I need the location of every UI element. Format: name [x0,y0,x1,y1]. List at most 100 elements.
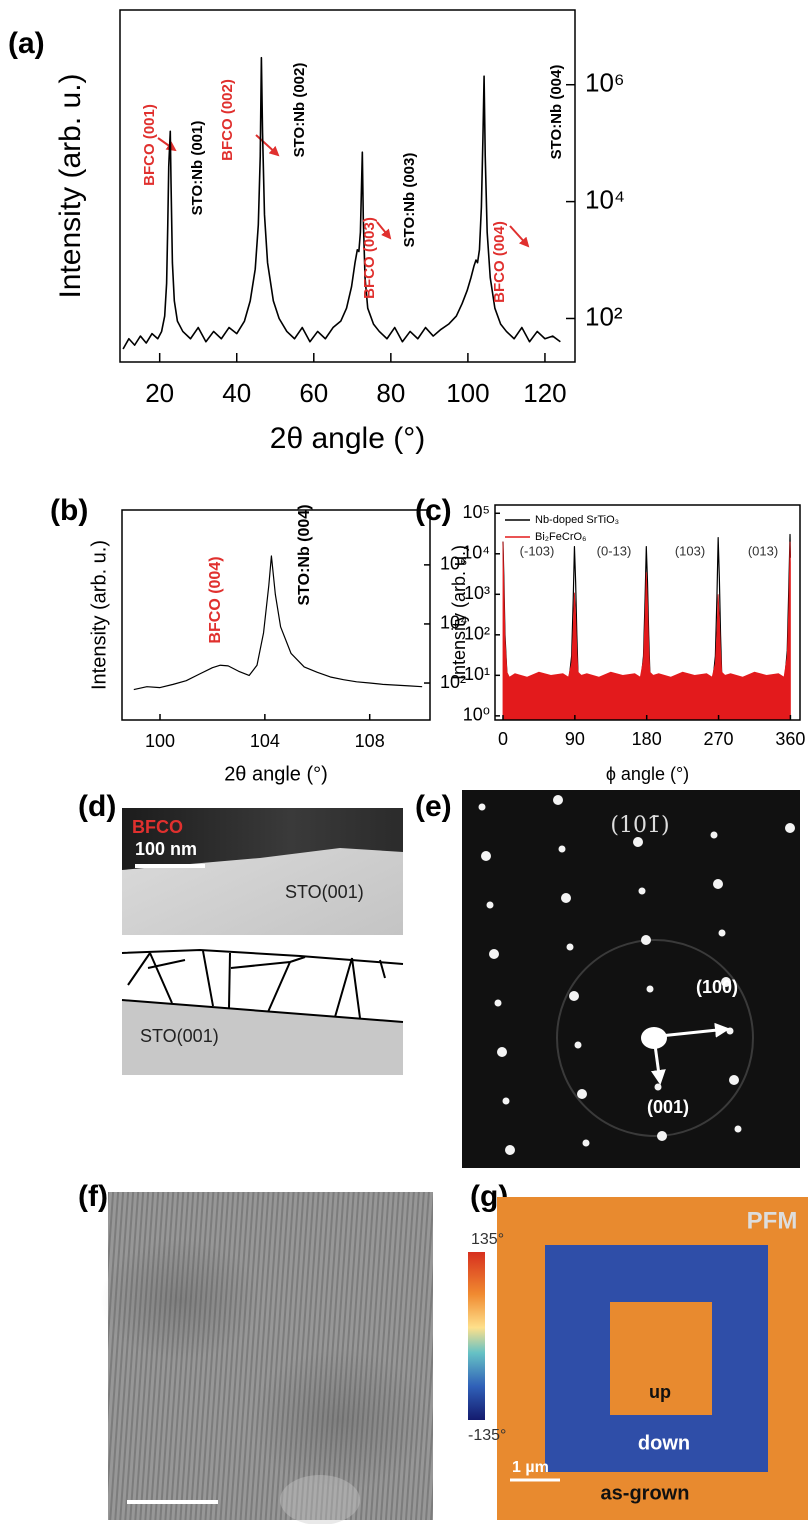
spot-label: (100) [696,977,738,997]
scale-label: 1 µm [512,1459,549,1476]
substrate-label: STO(001) [285,882,364,902]
y-tick-label: 10⁵ [463,502,490,522]
x-tick-label: 20 [145,378,174,408]
peak-label: BFCO (004) [207,556,224,643]
legend-label: Bi₂FeCrO₆ [535,531,587,543]
x-axis-label: 2θ angle (°) [224,763,328,785]
y-axis-label: Intensity (arb. u.) [88,540,110,690]
arrow [255,134,280,157]
spot [657,1131,667,1141]
plot-frame [121,509,431,721]
spot [582,1139,590,1147]
x-axis-label: 2θ angle (°) [270,422,425,455]
plot-frame [119,9,576,363]
contrast [100,1240,260,1360]
y-tick-label: 10⁴ [440,613,468,633]
region-label: up [649,1382,671,1402]
diffraction-image [462,790,800,1168]
x-tick-label: 80 [376,378,405,408]
spots [478,795,795,1155]
spot [713,879,723,889]
contrast [250,1350,430,1490]
x-axis-label: ϕ angle (°) [606,764,689,784]
peak-label: STO:Nb (004) [296,504,313,605]
arrow [509,225,530,248]
x-tick-label: 100 [145,731,175,751]
y-axis-label: Intensity (arb. u.) [54,73,87,298]
plot-frame [494,504,801,721]
peak-label: STO:Nb (004) [548,65,565,160]
tem-panel: BFCO 100 nm STO(001) STO(001) [121,808,404,1075]
spot [489,949,499,959]
spot [633,837,643,847]
peak-label: (-103) [520,543,555,558]
x-tick-label: 180 [632,729,662,749]
peak-label: (103) [675,543,705,558]
area [502,541,791,720]
diffraction-panel: (101̄) (100) (001) [462,790,800,1168]
y-tick-label: 10⁰ [463,705,490,725]
film-layer [122,808,403,870]
hrtem-panel [100,1192,433,1525]
spot [502,1097,510,1105]
spot [646,985,654,993]
spot [734,1125,742,1133]
y-axis-label: Intensity (arb. u.) [449,545,469,680]
spot [505,1145,515,1155]
spot [486,901,494,909]
spot [641,935,651,945]
peak-label: BFCO (002) [219,79,236,161]
spot [718,929,726,937]
spot [721,977,731,987]
colorbar [468,1252,485,1420]
x-tick-label: 90 [565,729,585,749]
line [133,555,423,691]
x-tick-label: 120 [523,378,566,408]
spot [577,1089,587,1099]
spot [710,831,718,839]
arrow [376,221,392,240]
panel-label: (a) [8,27,45,60]
layer-label: BFCO [132,817,183,837]
spot [558,845,566,853]
scale-label: 100 nm [135,839,197,859]
sketch-substrate [122,1000,403,1075]
x-tick-label: 270 [704,729,734,749]
x-tick-label: 108 [355,731,385,751]
spot [478,803,486,811]
x-tick-label: 40 [222,378,251,408]
contrast [280,1475,360,1525]
colorbar-min: -135° [468,1427,506,1444]
region-label: down [638,1432,690,1454]
peak-label: BFCO (003) [361,217,378,299]
arrow [157,137,177,152]
region-label: as-grown [601,1482,690,1504]
y-tick-label: 10² [464,624,490,644]
y-tick-label: 10⁴ [585,184,625,214]
spot-label: (001) [647,1097,689,1117]
x-tick-label: 100 [446,378,489,408]
x-tick-label: 60 [299,378,328,408]
peak-label: STO:Nb (001) [189,121,206,216]
spot [638,887,646,895]
y-tick-label: 10² [585,301,623,331]
x-tick-label: 104 [250,731,280,751]
panel-label: (f) [78,1180,108,1213]
spot [729,1075,739,1085]
x-tick-label: 360 [775,729,805,749]
spot [785,823,795,833]
peak-label: (013) [748,543,778,558]
peak-label: STO:Nb (002) [291,63,308,158]
arrow [650,1044,666,1085]
y-tick-label: 10⁴ [462,543,490,563]
y-tick-label: 10¹ [464,664,490,684]
panel-label: (b) [50,494,88,527]
peak-label: BFCO (004) [491,221,508,303]
y-tick-label: 10² [440,672,466,692]
spot [561,893,571,903]
y-tick-label: 10⁶ [585,68,625,98]
x-tick-label: 0 [498,729,508,749]
spot [726,1027,734,1035]
y-tick-label: 10³ [464,583,490,603]
